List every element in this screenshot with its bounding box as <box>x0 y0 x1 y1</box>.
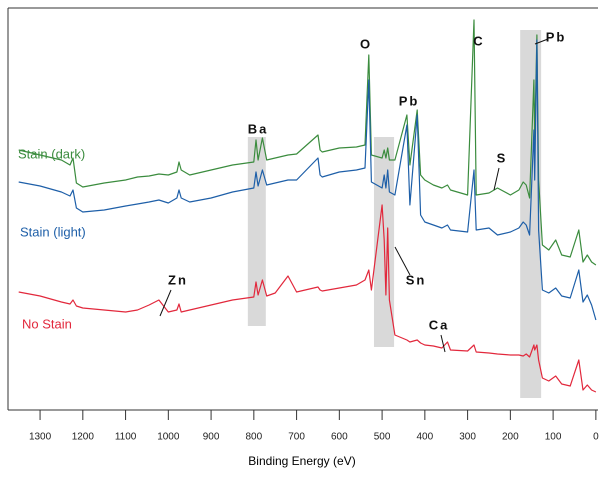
highlight-band <box>247 137 266 326</box>
x-tick-label: 200 <box>502 432 519 443</box>
leader-line <box>440 334 446 353</box>
x-tick-label: 600 <box>331 432 348 443</box>
peak-label: O <box>360 36 372 51</box>
series-line <box>18 204 597 393</box>
x-tick-label: 300 <box>459 432 476 443</box>
x-tick-label: 1000 <box>157 432 180 443</box>
x-tick-label: 100 <box>545 432 562 443</box>
legend-label: Stain (dark) <box>18 146 85 161</box>
leader-line <box>394 246 411 276</box>
x-tick-label: 0 <box>593 432 599 443</box>
series-line <box>18 19 597 266</box>
peak-label: Ba <box>248 121 269 136</box>
series-line <box>18 39 597 321</box>
x-tick-label: 700 <box>288 432 305 443</box>
peak-label: C <box>473 33 484 48</box>
leader-line <box>493 167 500 191</box>
x-tick-label: 1100 <box>115 432 137 443</box>
x-tick-label: 900 <box>203 432 220 443</box>
x-tick-label: 1200 <box>72 432 95 443</box>
peak-label: Pb <box>399 93 420 108</box>
peak-label: Pb <box>546 29 567 44</box>
x-tick-label: 500 <box>374 432 391 443</box>
peak-label: Sn <box>406 272 427 287</box>
x-axis-title: Binding Energy (eV) <box>248 454 355 468</box>
x-tick-label: 400 <box>417 432 434 443</box>
leader-line <box>534 38 549 45</box>
leader-line <box>159 289 172 317</box>
peak-label: Zn <box>168 272 188 287</box>
x-tick-label: 1300 <box>29 432 52 443</box>
peak-label: S <box>497 150 508 165</box>
legend-label: Stain (light) <box>20 224 86 239</box>
x-tick-label: 800 <box>245 432 262 443</box>
peak-label: Ca <box>429 317 450 332</box>
legend-label: No Stain <box>22 316 72 331</box>
